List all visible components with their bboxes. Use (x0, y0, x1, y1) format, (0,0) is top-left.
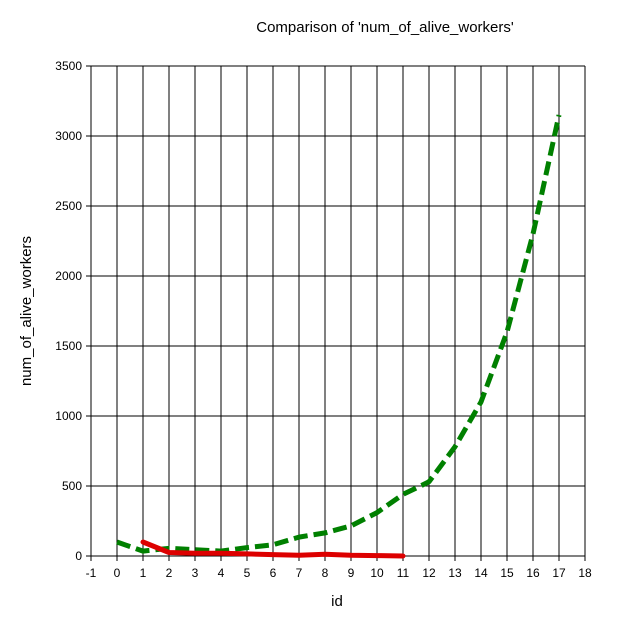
x-tick-label-2: 1 (140, 566, 147, 580)
x-tick-label-12: 11 (397, 566, 410, 580)
x-tick-labels: -1 0 1 2 3 4 5 6 7 8 9 10 11 12 13 14 15 16 17 18 (86, 566, 592, 580)
y-tick-labels: 0 500 1000 1500 2000 2500 3000 3500 (55, 59, 82, 563)
y-tick-label-4: 2000 (55, 269, 82, 283)
x-tick-label-15: 14 (474, 566, 488, 580)
y-axis-title: num_of_alive_workers (18, 236, 35, 386)
x-tick-label-19: 18 (578, 566, 592, 580)
x-tick-label-9: 8 (322, 566, 329, 580)
x-tick-label-10: 9 (348, 566, 355, 580)
x-tick-label-5: 4 (218, 566, 225, 580)
x-tick-label-1: 0 (114, 566, 121, 580)
series-line-0 (116, 114, 562, 554)
y-tick-label-6: 3000 (55, 129, 82, 143)
x-tick-label-17: 16 (526, 566, 540, 580)
x-tick-label-8: 7 (296, 566, 303, 580)
x-tick-label-4: 3 (192, 566, 199, 580)
x-tick-label-6: 5 (244, 566, 251, 580)
grid-lines (90, 65, 586, 557)
x-tick-label-11: 10 (370, 566, 384, 580)
x-tick-label-13: 12 (422, 566, 436, 580)
y-tick-label-2: 1000 (55, 409, 82, 423)
axes (86, 65, 586, 561)
x-tick-label-7: 6 (270, 566, 277, 580)
x-tick-label-3: 2 (166, 566, 173, 580)
y-tick-label-0: 0 (75, 549, 82, 563)
series-lines (116, 114, 562, 559)
y-tick-label-5: 2500 (55, 199, 82, 213)
x-tick-label-14: 13 (448, 566, 462, 580)
y-tick-label-3: 1500 (55, 339, 82, 353)
x-tick-label-18: 17 (552, 566, 566, 580)
y-tick-label-7: 3500 (55, 59, 82, 73)
chart-title: Comparison of 'num_of_alive_workers' (256, 19, 514, 36)
y-tick-label-1: 500 (62, 479, 82, 493)
series-line-1 (140, 539, 406, 559)
x-tick-label-0: -1 (86, 566, 97, 580)
x-tick-label-16: 15 (500, 566, 514, 580)
x-axis-title: id (331, 593, 343, 610)
